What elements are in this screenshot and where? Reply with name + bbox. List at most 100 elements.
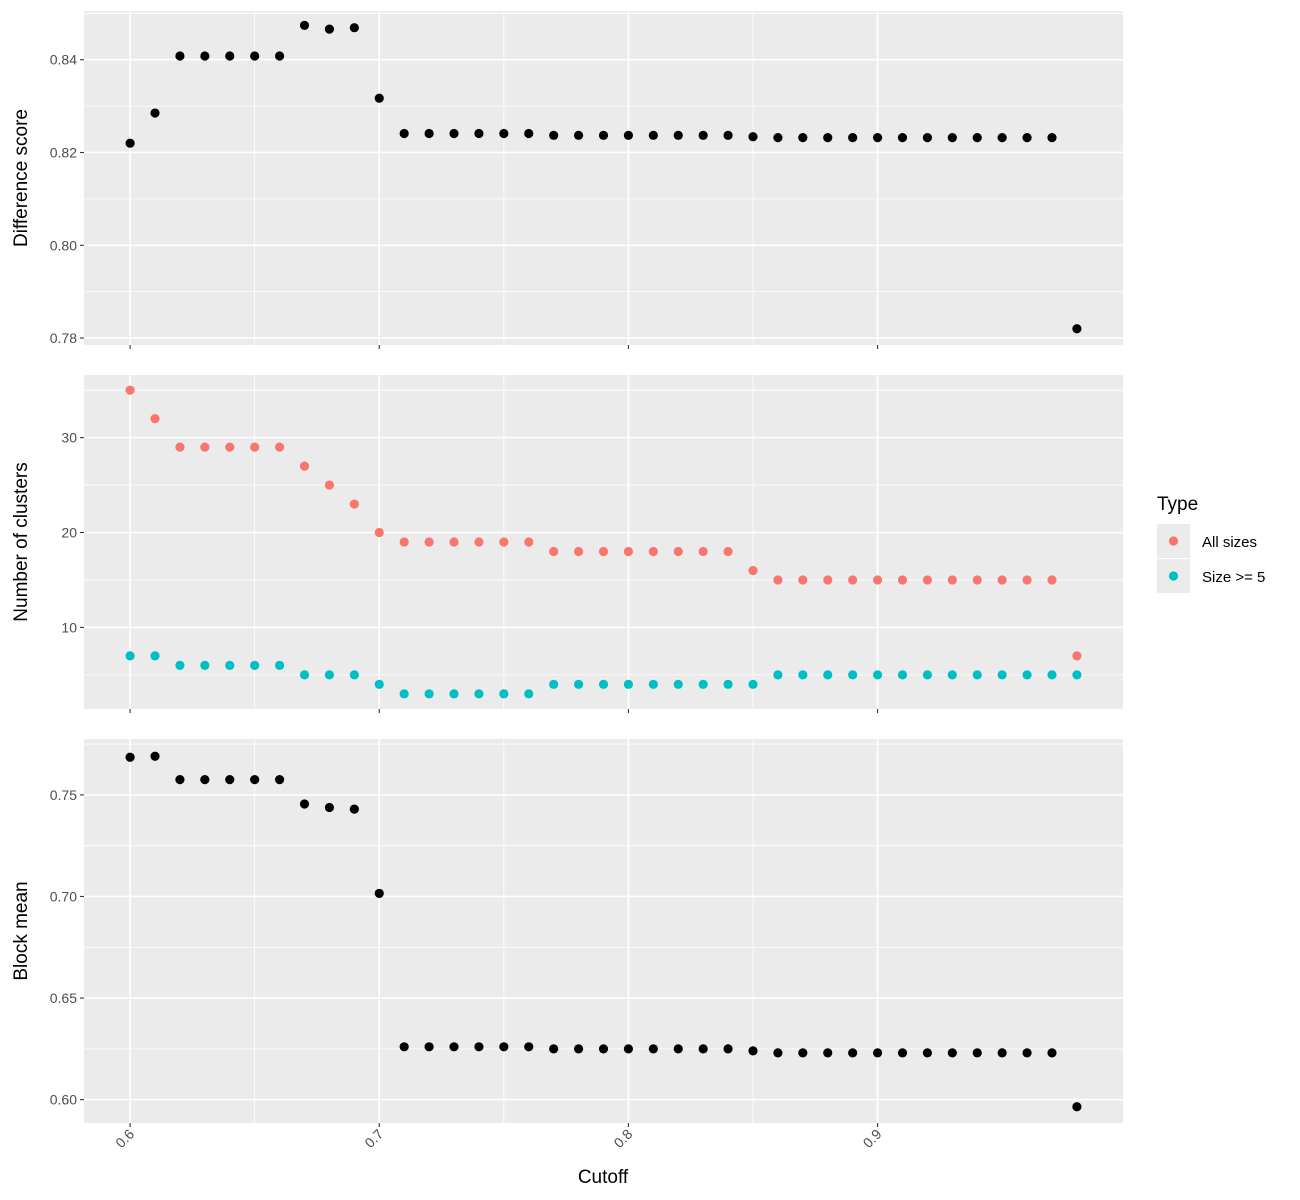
point-series: [250, 51, 260, 61]
point-series: [474, 1042, 484, 1052]
point-series: [399, 1042, 409, 1052]
point-size-5: [1022, 670, 1032, 680]
panel-background: [84, 739, 1123, 1123]
point-series: [848, 1048, 858, 1058]
point-series: [324, 24, 335, 34]
y-tick-label: 0.80: [50, 237, 77, 253]
point-size-5: [798, 670, 808, 680]
point-series: [698, 130, 708, 140]
x-tick-label: 0.8: [610, 1126, 635, 1151]
point-size-5: [773, 670, 783, 680]
point-size-5: [598, 679, 609, 689]
point-size-5: [549, 679, 559, 689]
legend-label-all-sizes: All sizes: [1202, 534, 1257, 551]
y-tick-label: 0.84: [50, 52, 77, 68]
point-all-sizes: [848, 575, 858, 585]
point-size-5: [324, 670, 335, 680]
point-all-sizes: [1022, 575, 1032, 585]
point-size-5: [947, 670, 957, 680]
point-series: [225, 775, 235, 785]
point-all-sizes: [573, 546, 584, 557]
point-all-sizes: [598, 546, 609, 557]
point-series: [1047, 133, 1057, 143]
point-all-sizes: [773, 575, 783, 585]
point-series: [723, 130, 733, 140]
point-size-5: [299, 670, 310, 680]
point-series: [499, 1042, 509, 1052]
point-series: [175, 51, 185, 61]
point-size-5: [449, 689, 459, 699]
point-size-5: [698, 679, 708, 689]
legend-key-all-sizes: [1168, 536, 1179, 546]
point-series: [374, 93, 384, 103]
point-series: [798, 133, 808, 143]
point-all-sizes: [872, 575, 883, 585]
y-axis-title: Difference score: [11, 109, 32, 247]
y-tick-label: 10: [61, 619, 77, 635]
point-all-sizes: [922, 575, 933, 585]
y-axis-title: Block mean: [11, 881, 32, 980]
point-all-sizes: [125, 385, 135, 395]
point-series: [250, 775, 260, 785]
legend-title: Type: [1157, 494, 1198, 515]
point-series: [648, 1044, 658, 1054]
point-size-5: [748, 679, 758, 689]
point-series: [499, 128, 509, 139]
point-size-5: [175, 660, 185, 670]
point-series: [299, 799, 310, 809]
point-all-sizes: [200, 442, 210, 452]
point-all-sizes: [299, 461, 310, 471]
point-all-sizes: [324, 480, 335, 490]
point-all-sizes: [175, 442, 185, 452]
point-series: [723, 1044, 733, 1054]
point-series: [623, 1044, 634, 1054]
point-series: [673, 1044, 683, 1054]
panel-background: [84, 375, 1123, 709]
point-series: [748, 1046, 758, 1056]
point-size-5: [424, 689, 434, 699]
point-series: [1047, 1048, 1057, 1058]
point-series: [798, 1048, 808, 1058]
point-all-sizes: [499, 537, 509, 547]
point-series: [1072, 1102, 1082, 1112]
point-size-5: [922, 670, 933, 680]
point-series: [175, 775, 185, 785]
point-series: [1022, 1048, 1032, 1058]
point-size-5: [399, 689, 409, 699]
point-series: [125, 752, 135, 762]
point-size-5: [848, 670, 858, 680]
point-size-5: [623, 679, 634, 689]
point-series: [922, 1048, 933, 1058]
point-series: [225, 51, 235, 61]
point-series: [573, 130, 584, 140]
point-series: [947, 133, 957, 143]
point-all-sizes: [250, 442, 260, 452]
panel-block-mean: 0.60 0.65 0.70 0.75 0.6 0.7 0.8 0.9 Block mean: [11, 739, 1123, 1151]
point-size-5: [573, 679, 584, 689]
point-series: [549, 130, 559, 140]
point-all-sizes: [723, 546, 733, 557]
point-series: [823, 1048, 833, 1058]
x-tick-label: 0.6: [112, 1126, 137, 1151]
point-all-sizes: [648, 546, 658, 557]
point-all-sizes: [997, 575, 1007, 585]
y-tick-label: 30: [61, 430, 77, 446]
y-tick-label: 0.75: [50, 787, 77, 803]
point-size-5: [374, 679, 384, 689]
point-all-sizes: [449, 537, 459, 547]
point-series: [274, 51, 285, 61]
point-series: [349, 23, 359, 33]
point-size-5: [125, 651, 135, 661]
point-all-sizes: [374, 527, 384, 538]
point-all-sizes: [748, 565, 758, 576]
point-size-5: [349, 670, 359, 680]
point-size-5: [225, 660, 235, 670]
panel-number-of-clusters: 10 20 30 Number of clusters: [11, 375, 1123, 713]
y-tick-label: 0.65: [50, 990, 77, 1006]
point-series: [897, 133, 908, 143]
point-series: [424, 128, 434, 139]
point-series: [972, 1048, 982, 1058]
point-series: [773, 1048, 783, 1058]
point-all-sizes: [524, 537, 534, 547]
